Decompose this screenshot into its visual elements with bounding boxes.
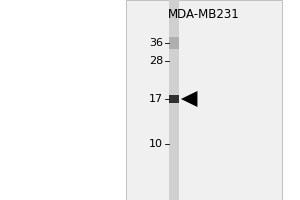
Bar	[169, 37, 179, 49]
Text: 36: 36	[149, 38, 163, 48]
Bar	[169, 0, 179, 200]
Text: 10: 10	[149, 139, 163, 149]
Bar	[169, 95, 179, 103]
Polygon shape	[181, 91, 197, 107]
Text: 28: 28	[149, 56, 163, 66]
Bar	[126, 0, 282, 200]
Text: 17: 17	[149, 94, 163, 104]
Text: MDA-MB231: MDA-MB231	[168, 8, 240, 21]
